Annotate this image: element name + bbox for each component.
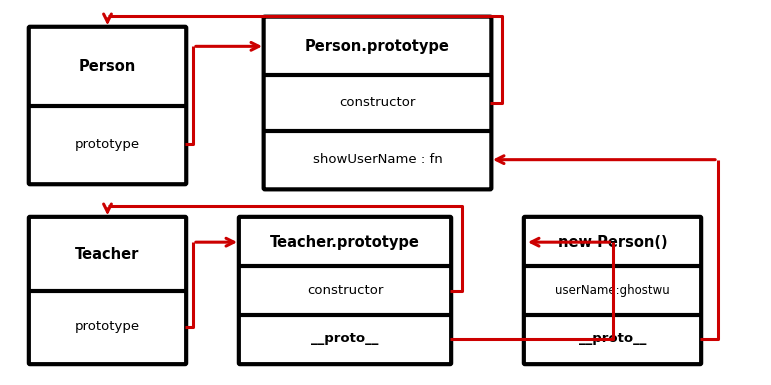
Text: __proto__: __proto__ <box>579 332 646 345</box>
Text: Person.prototype: Person.prototype <box>305 39 450 54</box>
Text: new Person(): new Person() <box>557 235 668 249</box>
Text: __proto__: __proto__ <box>311 332 379 345</box>
Text: userName:ghostwu: userName:ghostwu <box>555 284 670 297</box>
FancyBboxPatch shape <box>239 217 451 364</box>
Text: Person: Person <box>79 59 136 74</box>
Text: prototype: prototype <box>75 138 140 151</box>
Text: Teacher: Teacher <box>76 247 140 262</box>
Text: Teacher.prototype: Teacher.prototype <box>270 235 420 249</box>
Text: showUserName : fn: showUserName : fn <box>312 153 443 166</box>
FancyBboxPatch shape <box>264 17 491 189</box>
Text: prototype: prototype <box>75 320 140 333</box>
FancyBboxPatch shape <box>524 217 701 364</box>
Text: constructor: constructor <box>307 284 383 297</box>
Text: constructor: constructor <box>339 97 416 109</box>
FancyBboxPatch shape <box>29 27 187 184</box>
FancyBboxPatch shape <box>29 217 186 364</box>
